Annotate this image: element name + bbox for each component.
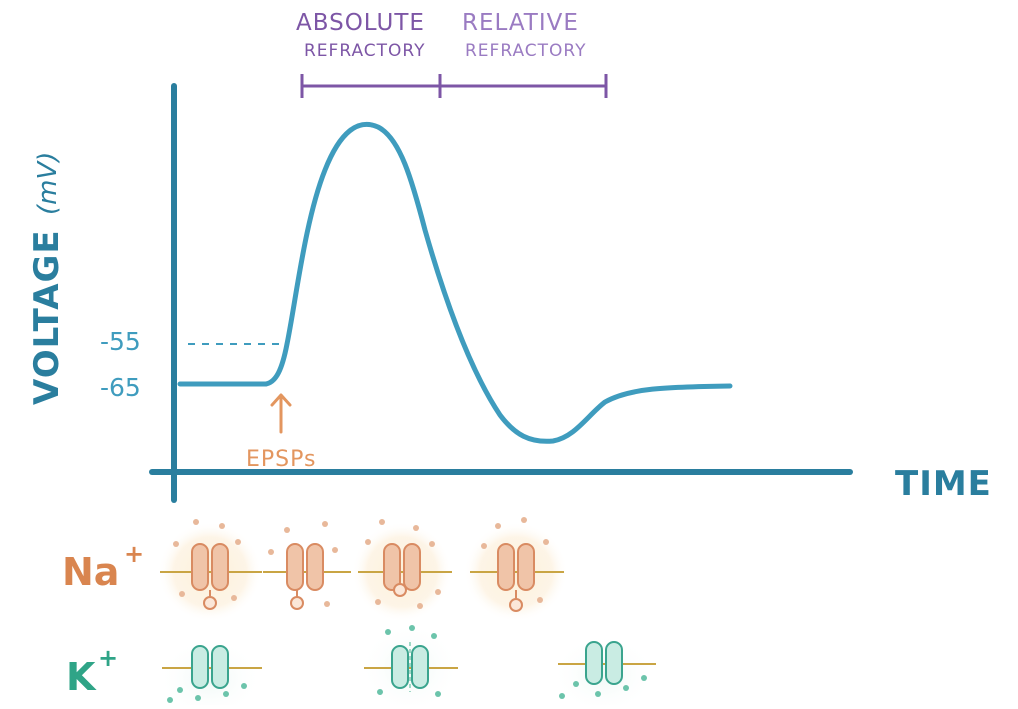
sodium-channel-icon	[263, 521, 351, 610]
resting-tick-label: -65	[100, 373, 141, 402]
potassium-charge: +	[98, 644, 118, 672]
potassium-channel-icon	[158, 638, 262, 709]
sodium-channel-icon	[158, 519, 262, 622]
sodium-channel-icon	[464, 517, 568, 622]
absolute-label: ABSOLUTE	[296, 10, 425, 36]
threshold-tick-label: -55	[100, 327, 141, 356]
sodium-label-group: Na +	[62, 540, 144, 594]
potassium-channel-icon	[552, 634, 656, 709]
y-axis-unit: (mV)	[33, 152, 63, 215]
y-axis-label: VOLTAGE	[27, 229, 67, 405]
relative-sub-label: REFRACTORY	[465, 41, 587, 61]
absolute-sub-label: REFRACTORY	[304, 41, 426, 61]
arrow-up-icon	[270, 393, 292, 434]
sodium-charge: +	[124, 540, 144, 568]
potassium-label: K	[66, 655, 97, 699]
relative-label: RELATIVE	[462, 10, 579, 36]
epsp-annotation: EPSPs	[246, 393, 316, 472]
potassium-channel-icon	[360, 622, 460, 709]
refractory-periods: ABSOLUTE REFRACTORY RELATIVE REFRACTORY	[296, 10, 608, 98]
potassium-channels-row	[158, 622, 656, 709]
sodium-channels-row	[158, 517, 568, 622]
action-potential-curve	[177, 121, 733, 444]
x-axis-label: TIME	[895, 464, 992, 504]
sodium-channel-icon	[352, 519, 452, 622]
sodium-label: Na	[62, 550, 119, 594]
epsps-label: EPSPs	[246, 447, 316, 472]
y-axis-title: VOLTAGE (mV)	[27, 152, 67, 405]
potassium-label-group: K +	[66, 644, 118, 699]
